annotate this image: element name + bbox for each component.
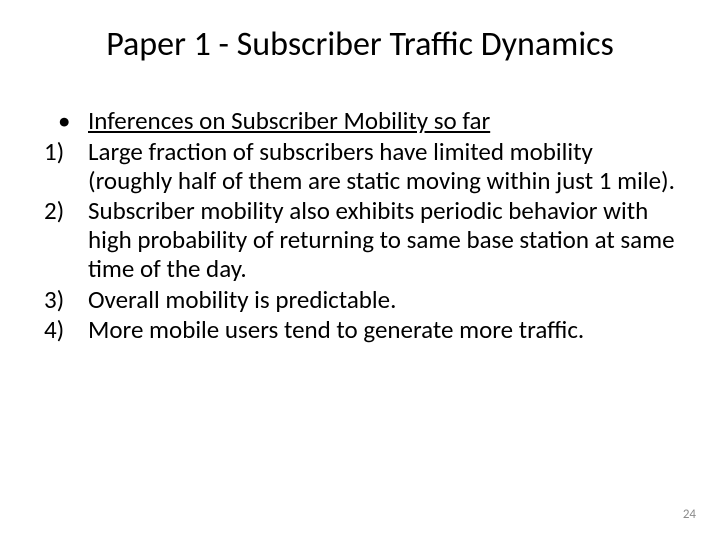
slide-body: • Inferences on Subscriber Mobility so f… (44, 107, 676, 345)
list-number: 1) (44, 138, 88, 196)
list-number: 4) (44, 316, 88, 345)
bullet-text: Inferences on Subscriber Mobility so far (88, 107, 676, 136)
list-number: 2) (44, 197, 88, 283)
slide-title: Paper 1 - Subscriber Traffic Dynamics (44, 24, 676, 65)
bullet-marker: • (44, 107, 88, 136)
list-text: Large fraction of subscribers have limit… (88, 138, 676, 196)
list-item: 1) Large fraction of subscribers have li… (44, 138, 676, 196)
bullet-item: • Inferences on Subscriber Mobility so f… (44, 107, 676, 136)
list-text: More mobile users tend to generate more … (88, 316, 676, 345)
list-item: 4) More mobile users tend to generate mo… (44, 316, 676, 345)
list-number: 3) (44, 286, 88, 315)
slide: Paper 1 - Subscriber Traffic Dynamics • … (0, 0, 720, 540)
list-item: 3) Overall mobility is predictable. (44, 286, 676, 315)
page-number: 24 (683, 507, 696, 522)
list-item: 2) Subscriber mobility also exhibits per… (44, 197, 676, 283)
list-text: Subscriber mobility also exhibits period… (88, 197, 676, 283)
list-text: Overall mobility is predictable. (88, 286, 676, 315)
